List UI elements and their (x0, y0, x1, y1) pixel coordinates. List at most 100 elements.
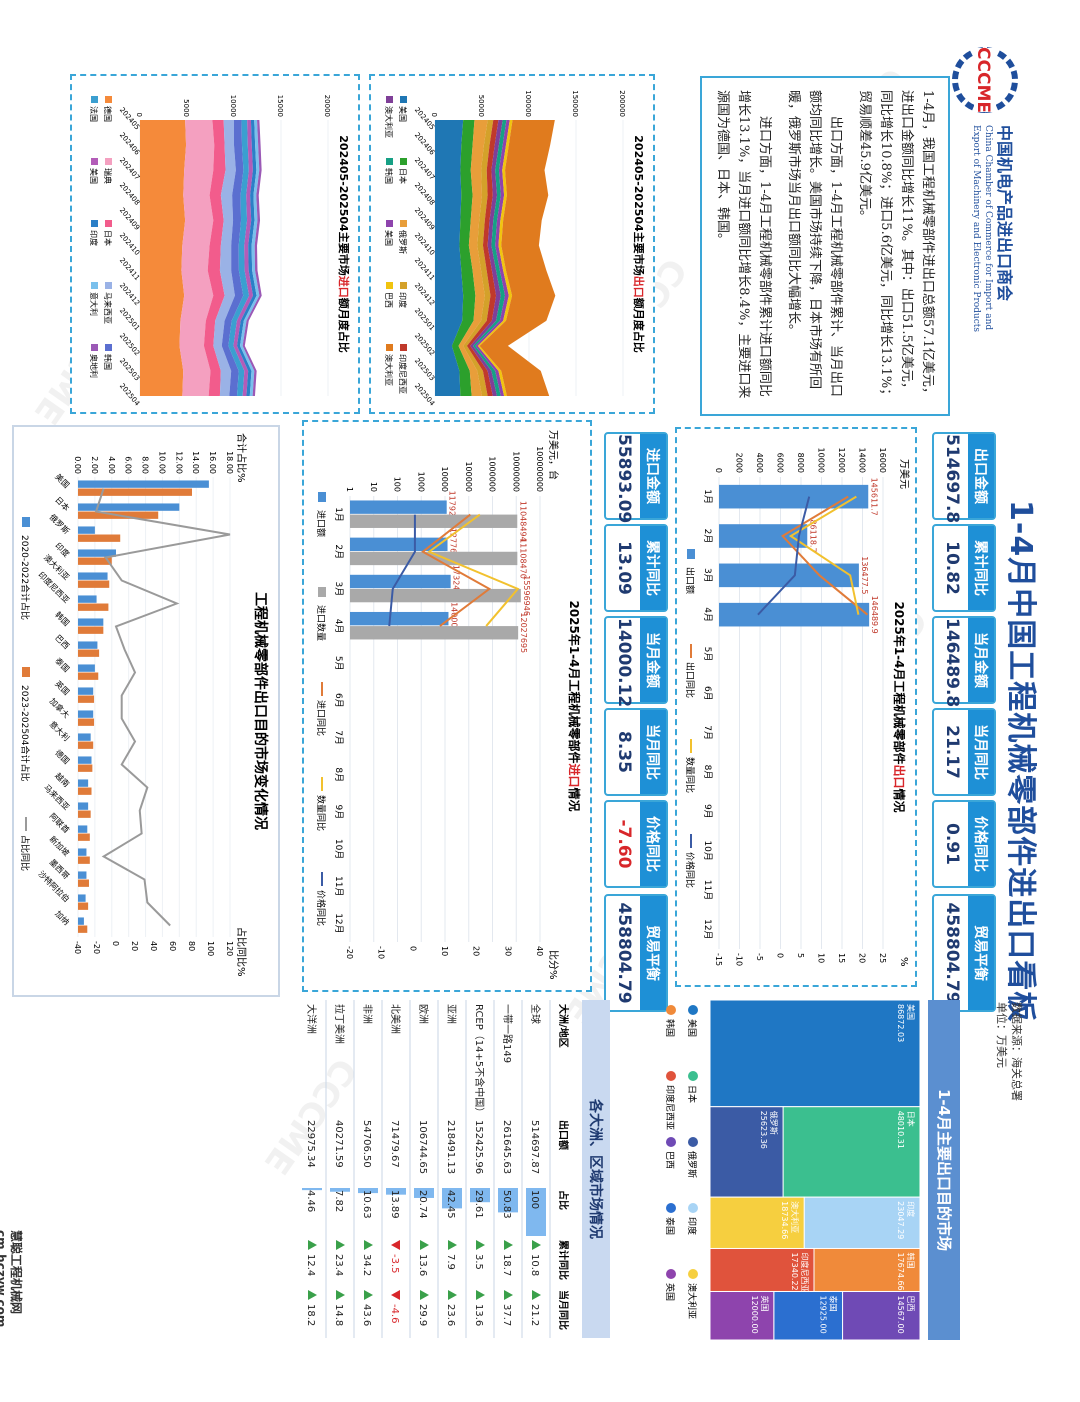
table-cell: 50.83 (501, 1190, 512, 1219)
x-tick-label: 202503 (118, 357, 141, 383)
bar-import-value (350, 537, 448, 552)
y-tick-label: 150000 (571, 90, 579, 117)
table-cell: 13.6 (417, 1254, 428, 1276)
legend-swatch (318, 587, 326, 597)
export-kpi-card: 贸易平衡 458804.79 (932, 894, 996, 1012)
y-tick-label: 100000 (464, 461, 473, 492)
legend-label: 进口同比 (315, 700, 327, 736)
y-tick-label: 10 (369, 482, 378, 492)
import-kpi-card: 进口金额 55893.09 (604, 432, 668, 523)
table-cell: 一带一路149 (501, 1004, 514, 1063)
x-tick-label: 韩国 (53, 610, 71, 628)
table-cell: 261645.63 (501, 1120, 512, 1174)
share-bar (498, 1188, 518, 1213)
table-cell: 18.2 (305, 1304, 316, 1326)
series-line (780, 495, 869, 616)
arrow-up-icon (504, 1240, 513, 1250)
export-kpi-card: 出口金额 514697.87 (932, 432, 996, 535)
treemap-area: 美国 86872.03 日本 48010.31 俄罗斯 25623.36 印度 23047.2… (709, 999, 921, 1341)
x-tick-label: 202408 (413, 181, 436, 207)
kpi-value: 146489.87 (942, 618, 962, 720)
bar-2020-2022 (77, 595, 97, 603)
bar-2023-202504 (77, 833, 90, 841)
legend-swatch (386, 158, 393, 165)
legend-label: 澳大利亚 (384, 354, 394, 386)
x-tick-label: 202410 (413, 231, 436, 257)
chart-title-part: 202405-202504主要市场 (337, 135, 351, 275)
series-line (388, 514, 416, 627)
table-cell: 43.6 (361, 1304, 372, 1326)
kpi-label: 累计同比 (968, 526, 994, 610)
y-tick-label: 12000 (837, 448, 846, 473)
x-tick-label: 泰国 (53, 656, 71, 674)
legend-label: 日本 (686, 1085, 698, 1103)
y2-tick-label: 5 (796, 953, 805, 958)
y2-tick-label: 15 (837, 953, 846, 963)
y-tick-label: 6000 (776, 453, 785, 473)
legend-label: 瑞典 (103, 168, 113, 184)
y2-tick-label: -20 (92, 941, 101, 954)
legend-swatch (386, 96, 393, 103)
summary-paragraph-2: 出口方面，1-4月工程机械零部件累计、当月出口额均同比增长。美国市场持续下降，日… (786, 90, 843, 397)
table-cell: 12.4 (305, 1254, 316, 1276)
series-line (788, 495, 860, 615)
series-line (421, 513, 492, 627)
legend-label: 2020-2022合计占比 (19, 535, 31, 620)
legend-label: 日本 (398, 168, 408, 184)
arrow-up-icon (448, 1290, 457, 1300)
x-tick-label: 1月 (702, 489, 713, 504)
treemap-value: 86872.03 (896, 1004, 905, 1042)
table-cell: 10.8 (529, 1254, 540, 1276)
legend-swatch (386, 282, 393, 289)
area-series (233, 120, 253, 396)
x-tick-label: 202502 (413, 332, 436, 358)
cccme-logo: CCCME (950, 40, 1020, 120)
arrow-up-icon (336, 1290, 345, 1300)
table-cell: 拉丁美洲 (333, 1004, 346, 1044)
table-title-bg (582, 1000, 610, 1338)
treemap-label: 俄罗斯 (769, 1111, 779, 1135)
import-kpi-card: 累计同比 13.09 (604, 524, 668, 612)
legend-swatch (688, 1269, 698, 1279)
legend-label: 巴西 (664, 1151, 675, 1169)
area-series (179, 120, 215, 396)
bar-2023-202504 (78, 764, 93, 772)
bar-2020-2022 (77, 687, 94, 695)
x-tick-label: 5月 (702, 647, 713, 662)
x-tick-label: 6月 (702, 686, 713, 701)
bar-2023-202504 (77, 856, 90, 864)
legend-label: 俄罗斯 (398, 230, 408, 254)
x-tick-label: 202405 (413, 106, 436, 132)
x-tick-label: 10月 (702, 840, 713, 860)
y-tick-label: 10000 (440, 467, 449, 492)
legend-label: 澳大利亚 (686, 1283, 698, 1319)
legend-label: 韩国 (664, 1019, 676, 1037)
area-series (221, 120, 244, 396)
y2-tick-label: 80 (187, 941, 196, 951)
bar-2020-2022 (78, 503, 180, 511)
x-tick-label: 3月 (702, 568, 713, 583)
arrow-up-icon (448, 1240, 457, 1250)
x-tick-label: 8月 (333, 767, 344, 782)
y-tick-label: 100 (393, 477, 402, 492)
legend-label: 出口额 (684, 567, 696, 594)
y2-axis-label: 占比同比% (235, 927, 248, 977)
chart-title-part: 额月度占比 (337, 298, 351, 353)
bar-2023-202504 (77, 741, 94, 749)
table-cell: 大洋洲 (305, 1004, 318, 1034)
bar-2020-2022 (78, 894, 86, 902)
y-tick-label: 2.00 (90, 456, 99, 474)
table-cell: 100 (529, 1190, 540, 1209)
table-cell: 37.7 (501, 1304, 512, 1326)
legend-label: 2023-202504合计占比 (19, 685, 31, 782)
y2-tick-label: 0 (776, 953, 785, 958)
y2-tick-label: -10 (377, 946, 386, 959)
legend-swatch (22, 517, 30, 527)
y-tick-label: 1000000 (488, 456, 497, 492)
data-label: 11108470 (518, 538, 527, 579)
bar-2020-2022 (78, 549, 116, 557)
bar (718, 484, 869, 509)
x-tick-label: 巴西 (53, 633, 71, 651)
